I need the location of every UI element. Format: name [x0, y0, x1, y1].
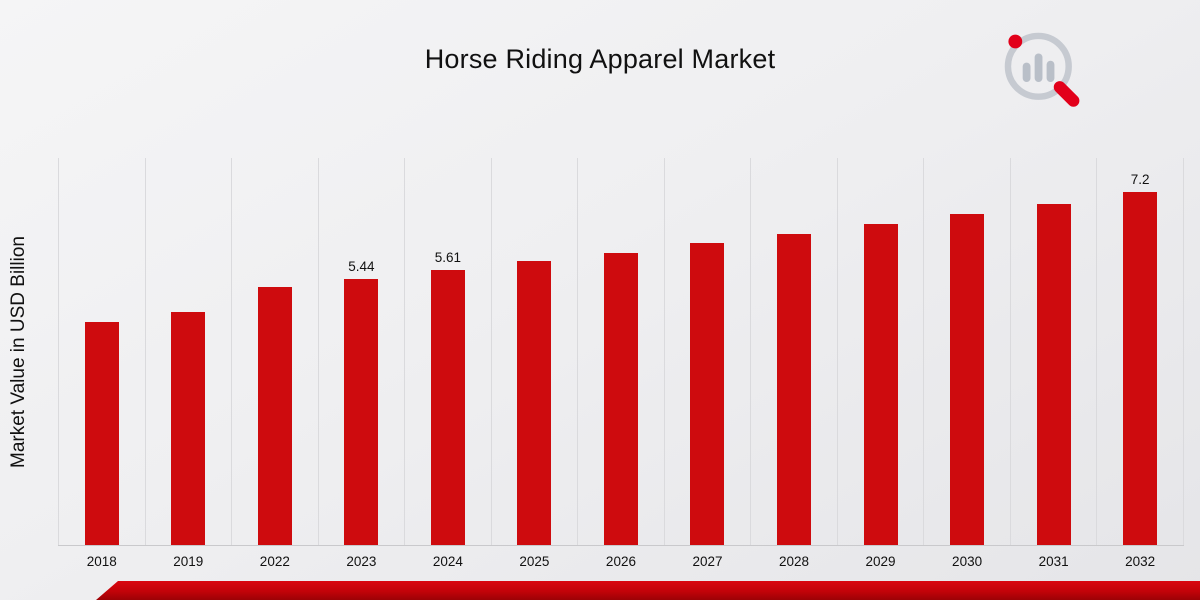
x-tick-label-2026: 2026	[605, 554, 636, 569]
category-cell-2031: 2031	[1009, 158, 1097, 569]
x-tick-label-2023: 2023	[346, 554, 377, 569]
bar-2025	[517, 261, 552, 545]
x-tick-label-2019: 2019	[173, 554, 204, 569]
category-cell-2022: 2022	[231, 158, 318, 569]
bar-2032	[1123, 192, 1158, 545]
category-cell-2018: 2018	[58, 158, 145, 569]
category-cell-2026: 2026	[577, 158, 664, 569]
bar-2028	[777, 233, 812, 545]
x-tick-label-2022: 2022	[259, 554, 290, 569]
chart-title: Horse Riding Apparel Market	[424, 44, 776, 74]
bar-2024	[430, 270, 465, 545]
category-cell-2023: 5.44 2023	[317, 158, 405, 569]
category-cell-2019: 2019	[144, 158, 232, 569]
x-tick-label-2030: 2030	[952, 554, 983, 569]
bar-2019	[171, 311, 206, 545]
bar-2027	[690, 243, 725, 545]
x-tick-label-2032: 2032	[1125, 554, 1156, 569]
x-tick-label-2027: 2027	[692, 554, 723, 569]
category-cell-2028: 2028	[750, 158, 837, 569]
x-tick-label-2024: 2024	[432, 554, 463, 569]
brand-logo-icon	[996, 24, 1088, 116]
bar-2018	[84, 322, 119, 545]
category-cell-2032: 7.2 2032	[1096, 158, 1184, 569]
bar-2029	[863, 224, 898, 545]
bar-2031	[1036, 203, 1071, 545]
x-tick-label-2025: 2025	[519, 554, 550, 569]
bar-2030	[950, 213, 985, 545]
plot-area: 2018 2019 2022 5.44 2023 5.61 2024 2025 2026 2027…	[58, 158, 1184, 569]
y-axis-label: Market Value in USD Billion	[8, 236, 29, 468]
category-cell-2027: 2027	[663, 158, 751, 569]
x-tick-label-2029: 2029	[865, 554, 896, 569]
bar-2023	[344, 278, 379, 545]
category-cell-2025: 2025	[490, 158, 578, 569]
footer-accent-bar	[96, 581, 1200, 600]
category-cell-2030: 2030	[923, 158, 1010, 569]
bar-2022	[257, 287, 292, 545]
bar-value-label-2032: 7.2	[1130, 172, 1150, 188]
x-tick-label-2018: 2018	[86, 554, 117, 569]
category-cell-2029: 2029	[836, 158, 924, 569]
bar-value-label-2023: 5.44	[348, 258, 375, 274]
category-cell-2024: 5.61 2024	[404, 158, 491, 569]
x-tick-label-2031: 2031	[1038, 554, 1069, 569]
bar-value-label-2024: 5.61	[434, 250, 462, 266]
magnifier-bar-chart-icon	[1004, 32, 1080, 107]
bar-2026	[603, 252, 638, 545]
x-tick-label-2028: 2028	[778, 554, 810, 569]
